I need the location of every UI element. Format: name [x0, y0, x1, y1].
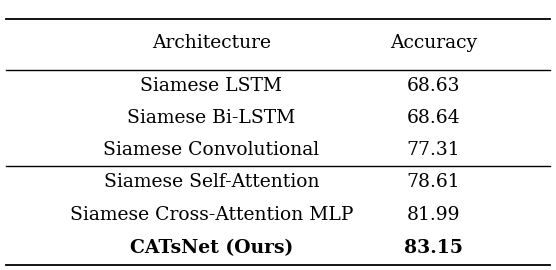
- Text: CATsNet (Ours): CATsNet (Ours): [130, 239, 293, 257]
- Text: Siamese Convolutional: Siamese Convolutional: [103, 141, 319, 159]
- Text: Siamese Self-Attention: Siamese Self-Attention: [103, 174, 319, 191]
- Text: 68.63: 68.63: [407, 77, 460, 95]
- Text: 68.64: 68.64: [407, 109, 460, 127]
- Text: 77.31: 77.31: [407, 141, 460, 159]
- Text: 81.99: 81.99: [407, 206, 460, 224]
- Text: 83.15: 83.15: [404, 239, 463, 257]
- Text: Siamese Bi-LSTM: Siamese Bi-LSTM: [127, 109, 295, 127]
- Text: Architecture: Architecture: [152, 34, 271, 52]
- Text: 78.61: 78.61: [407, 174, 460, 191]
- Text: Siamese Cross-Attention MLP: Siamese Cross-Attention MLP: [70, 206, 353, 224]
- Text: Accuracy: Accuracy: [390, 34, 477, 52]
- Text: Siamese LSTM: Siamese LSTM: [140, 77, 282, 95]
